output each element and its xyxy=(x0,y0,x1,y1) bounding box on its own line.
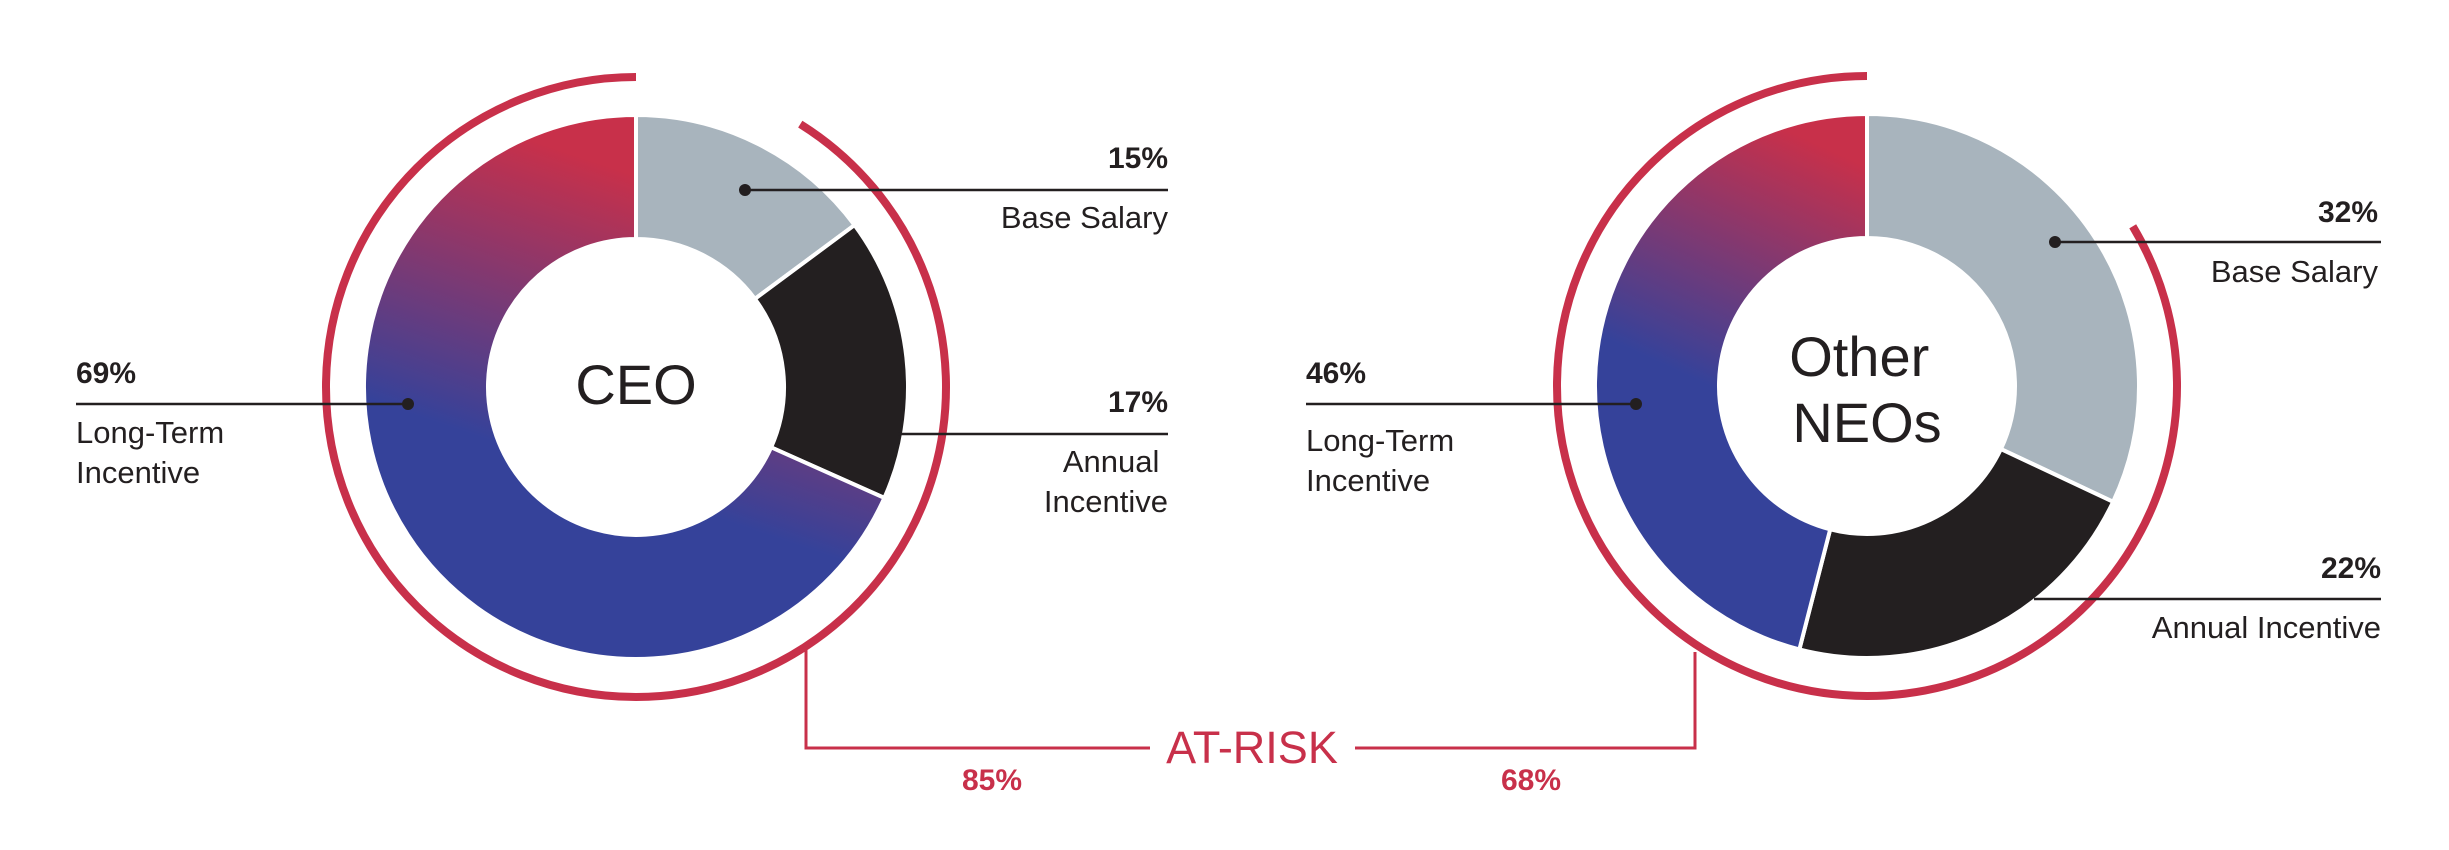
leader-dot xyxy=(402,398,414,410)
donut-other-neos: Other NEOs 32% Base Salary 22% Annual In… xyxy=(1306,72,2381,700)
data-label-base-salary: 15% xyxy=(1108,142,1168,175)
data-label-base-salary: 32% xyxy=(2318,196,2378,229)
center-label: CEO xyxy=(575,353,696,416)
center-label: Other NEOs xyxy=(1789,325,1945,454)
at-risk-bracket-left xyxy=(804,648,1150,750)
at-risk-bracket-right xyxy=(1355,652,1697,750)
data-label-annual-incentive: 22% xyxy=(2321,552,2381,585)
at-risk-label: AT-RISK xyxy=(1166,722,1338,773)
slice-annual-incentive xyxy=(752,222,910,501)
legend-long-term-incentive: Long-Term Incentive xyxy=(76,415,233,490)
at-risk-value-other-neos: 68% xyxy=(1501,764,1561,797)
slice-annual-incentive xyxy=(1796,446,2116,660)
legend-long-term-incentive: Long-Term Incentive xyxy=(1306,423,1463,498)
legend-base-salary: Base Salary xyxy=(1001,200,1169,235)
legend-annual-incentive: Annual Incentive xyxy=(1044,444,1168,519)
leader-dot xyxy=(739,184,751,196)
base-arc xyxy=(322,73,637,701)
slice-long-term-incentive xyxy=(362,112,888,661)
donut-ceo: CEO 15% Base Salary 17% Annual Incentive… xyxy=(76,73,1169,701)
at-risk-arc xyxy=(1866,224,2181,700)
at-risk-arc xyxy=(635,120,950,701)
data-label-long-term-incentive: 46% xyxy=(1306,357,1366,390)
data-label-long-term-incentive: 69% xyxy=(76,357,136,390)
base-arc xyxy=(1553,72,1868,700)
at-risk-connector: AT-RISK 85% 68% xyxy=(804,648,1697,797)
data-label-annual-incentive: 17% xyxy=(1108,386,1168,419)
leader-dot xyxy=(1630,398,1642,410)
at-risk-value-ceo: 85% xyxy=(962,764,1022,797)
slice-base-salary xyxy=(634,112,858,302)
slice-base-salary xyxy=(1865,111,2141,505)
legend-base-salary: Base Salary xyxy=(2211,254,2379,289)
legend-annual-incentive: Annual Incentive xyxy=(2152,610,2381,645)
leader-dot xyxy=(2049,236,2061,248)
slice-long-term-incentive xyxy=(1593,111,1869,652)
